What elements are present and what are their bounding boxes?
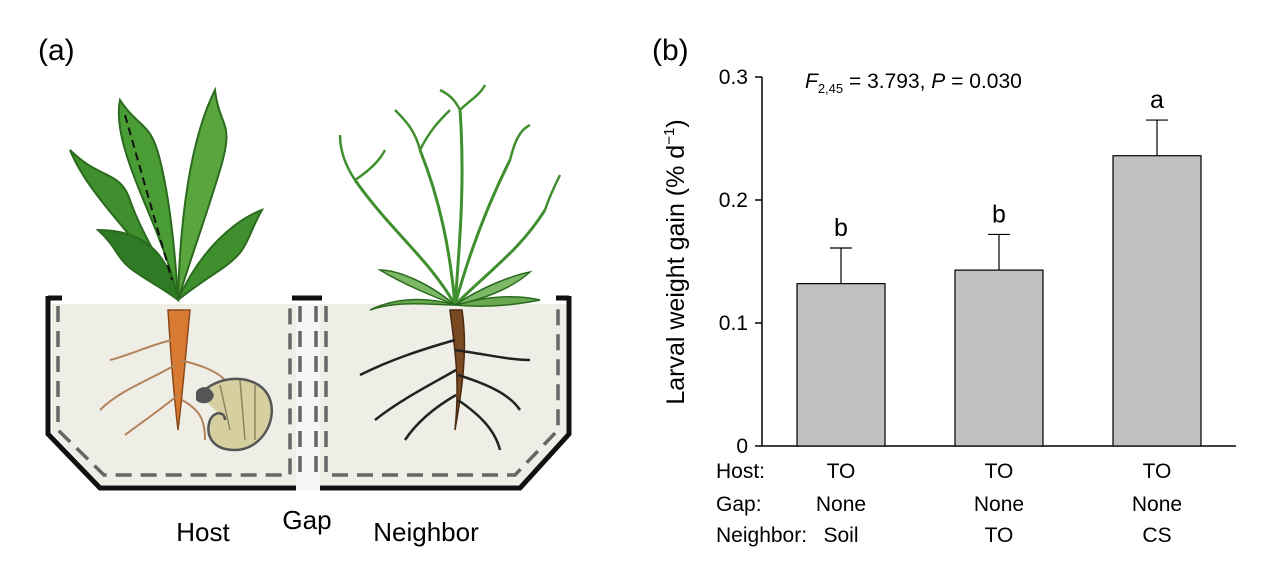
panel-b: (b) F2,45 = 3.793, P = 0.030 Larval weig… xyxy=(652,34,1236,547)
category-gap: None xyxy=(816,493,866,516)
category-gap: None xyxy=(1132,493,1182,516)
host-liner xyxy=(56,306,292,477)
bar xyxy=(1112,155,1202,447)
panel-a: (a) xyxy=(38,34,572,547)
category-host: TO xyxy=(1143,460,1172,483)
y-tick-label: 0.2 xyxy=(719,189,748,212)
stat-annotation: F2,45 = 3.793, P = 0.030 xyxy=(805,70,1022,96)
significance-letter: b xyxy=(992,200,1006,228)
pot-wall-right xyxy=(320,296,572,491)
host-plant-icon xyxy=(69,86,265,441)
bar-chart: 0 0.1 0.2 0.3 b TO None Soil b TO None TO a TO None CS xyxy=(719,66,1236,547)
category-neighbor: TO xyxy=(985,524,1014,547)
row-label-gap: Gap: xyxy=(716,493,762,516)
category-neighbor: Soil xyxy=(823,524,858,547)
pot-illustration xyxy=(45,295,572,491)
bar xyxy=(954,269,1044,447)
category-host: TO xyxy=(985,460,1014,483)
significance-letter: a xyxy=(1150,86,1164,114)
stat-f-value: = 3.793, xyxy=(843,70,931,93)
stat-f-letter: F xyxy=(805,70,819,93)
y-tick-label: 0 xyxy=(736,435,748,458)
neighbor-label: Neighbor xyxy=(373,517,479,547)
y-tick-label: 0.1 xyxy=(719,312,748,335)
row-label-host: Host: xyxy=(716,460,765,483)
category-neighbor: CS xyxy=(1142,524,1171,547)
panel-a-label: (a) xyxy=(38,34,75,67)
stat-p-value: = 0.030 xyxy=(945,70,1021,93)
y-tick-label: 0.3 xyxy=(719,66,748,89)
gap-label: Gap xyxy=(282,505,331,535)
host-label: Host xyxy=(176,517,230,547)
category-host: TO xyxy=(827,460,856,483)
stat-p-letter: P xyxy=(931,70,945,93)
significance-letter: b xyxy=(834,214,848,242)
pot-wall xyxy=(45,296,296,491)
larva-icon xyxy=(196,377,274,452)
neighbor-liner xyxy=(324,306,560,477)
panel-b-label: (b) xyxy=(652,34,689,67)
y-axis-label: Larval weight gain (% d−1) xyxy=(661,119,690,404)
category-gap: None xyxy=(974,493,1024,516)
stat-f-subscript: 2,45 xyxy=(818,81,843,96)
bar xyxy=(796,283,886,447)
neighbor-plant-icon xyxy=(338,84,562,451)
row-label-neighbor: Neighbor: xyxy=(716,524,807,547)
